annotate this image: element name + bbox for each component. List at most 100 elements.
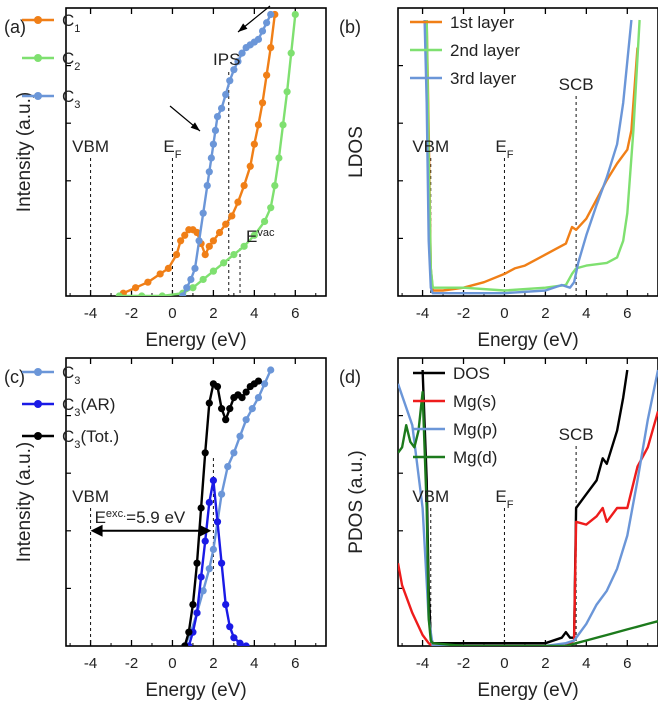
x-axis-label: Energy (eV) <box>477 330 578 351</box>
series-line <box>423 19 633 295</box>
data-point <box>217 559 226 567</box>
x-tick-label: -2 <box>125 655 138 672</box>
data-point <box>279 121 287 129</box>
data-point <box>215 228 224 237</box>
data-point <box>138 292 146 296</box>
data-point <box>217 490 226 498</box>
data-point <box>201 449 209 457</box>
data-point <box>224 463 232 471</box>
data-point <box>260 217 269 226</box>
x-tick-label: -4 <box>84 655 97 672</box>
data-point <box>226 623 234 631</box>
legend-label: 1st layer <box>450 13 515 32</box>
data-point <box>193 609 201 617</box>
data-point <box>164 264 172 272</box>
data-point <box>193 228 201 237</box>
data-point <box>209 140 218 148</box>
data-point <box>172 251 181 259</box>
data-point <box>197 573 205 581</box>
data-point <box>193 559 201 567</box>
legend-marker <box>34 400 42 408</box>
data-point <box>287 49 295 57</box>
data-point <box>254 394 263 402</box>
data-point <box>177 237 185 245</box>
data-point <box>240 242 248 250</box>
reference-label: SCB <box>559 75 594 94</box>
x-tick-label: 4 <box>582 305 590 322</box>
x-tick-label: -2 <box>457 655 470 672</box>
x-tick-label: 4 <box>250 655 258 672</box>
x-tick-label: 2 <box>209 305 217 322</box>
data-point <box>226 77 234 85</box>
data-point <box>195 237 203 245</box>
data-point <box>258 27 267 35</box>
panel-label: (a) <box>4 17 26 37</box>
data-point <box>226 405 234 413</box>
reference-label: EF <box>163 137 181 161</box>
data-point <box>250 231 258 239</box>
x-tick-label: 2 <box>541 305 549 322</box>
legend-marker <box>34 432 42 440</box>
legend-label: 3rd layer <box>450 69 516 88</box>
data-point <box>250 140 258 148</box>
data-point <box>183 284 191 292</box>
series-line <box>425 19 639 292</box>
data-point <box>271 182 279 190</box>
y-axis-label: LDOS <box>346 126 367 178</box>
x-tick-label: 0 <box>168 655 176 672</box>
reference-label: VBM <box>72 137 109 156</box>
data-point <box>199 587 207 595</box>
data-point <box>267 44 275 52</box>
data-point <box>209 237 218 245</box>
legend-label: 2nd layer <box>450 41 520 60</box>
series-line <box>398 390 658 646</box>
arrow-head-right <box>199 524 212 537</box>
data-point <box>213 113 222 121</box>
x-tick-label: 6 <box>291 305 299 322</box>
data-point <box>201 251 209 259</box>
reference-label: VBM <box>72 487 109 506</box>
data-point <box>205 168 213 176</box>
x-axis-label: Energy (eV) <box>145 680 246 701</box>
data-point <box>203 182 211 190</box>
series-line <box>122 14 276 295</box>
data-point <box>213 382 222 391</box>
legend-label: C3 <box>62 363 80 387</box>
data-point <box>185 628 193 636</box>
data-point <box>236 432 244 440</box>
data-point <box>115 292 123 296</box>
x-tick-label: 0 <box>500 305 508 322</box>
panel-label: (b) <box>339 17 361 37</box>
x-tick-label: -4 <box>416 655 429 672</box>
legend-marker <box>34 368 42 376</box>
legend-label: C1 <box>62 11 80 35</box>
data-point <box>236 639 244 646</box>
data-point <box>254 35 263 43</box>
data-point <box>209 545 218 554</box>
data-point <box>291 10 299 19</box>
data-point <box>201 537 209 545</box>
data-point <box>240 182 248 190</box>
y-axis-label: Intensity (a.u.) <box>14 92 35 212</box>
data-point <box>211 126 220 134</box>
data-point <box>248 405 256 413</box>
data-point <box>205 242 213 250</box>
data-point <box>217 405 226 413</box>
reference-label: EF <box>495 487 513 511</box>
data-point <box>242 642 250 646</box>
data-point <box>254 121 263 129</box>
panel-label: (d) <box>339 367 361 387</box>
legend-label: Mg(p) <box>453 420 497 439</box>
data-point <box>238 49 246 57</box>
data-point <box>181 642 189 646</box>
data-point <box>230 251 238 259</box>
data-point <box>230 449 238 457</box>
x-tick-label: -2 <box>125 305 138 322</box>
data-point <box>199 209 207 217</box>
panel-label: (c) <box>4 367 25 387</box>
data-point <box>267 366 275 374</box>
reference-label: SCB <box>559 425 594 444</box>
x-axis-label: Energy (eV) <box>145 330 246 351</box>
data-point <box>222 416 230 424</box>
